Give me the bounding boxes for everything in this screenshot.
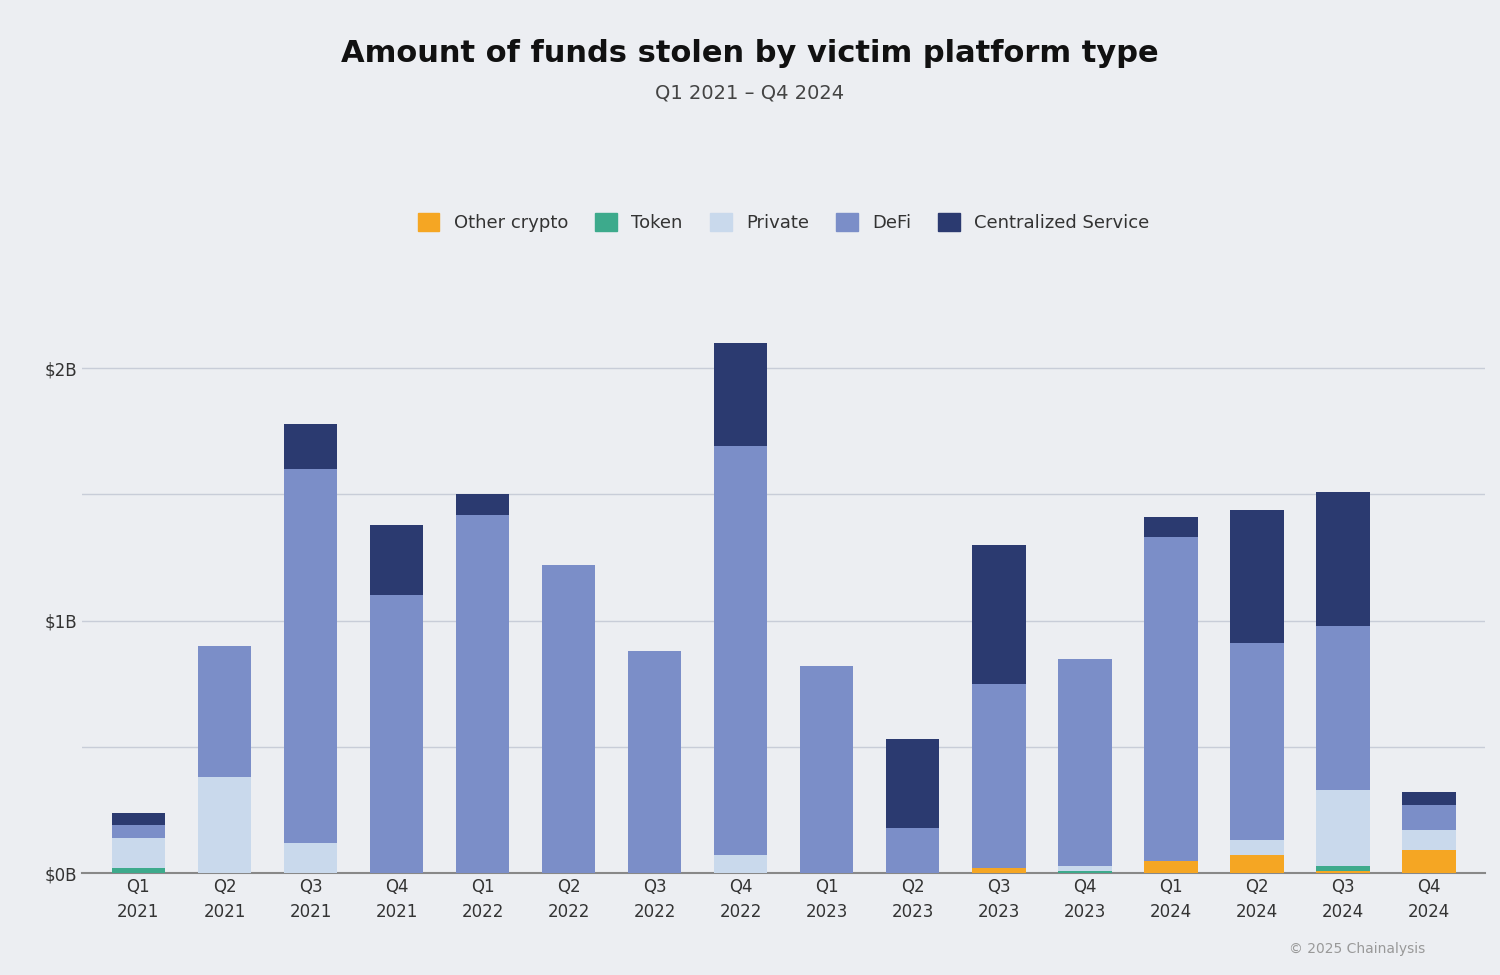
- Bar: [1144, 517, 1197, 537]
- Bar: [1402, 850, 1455, 874]
- Bar: [542, 566, 596, 874]
- Bar: [198, 777, 250, 874]
- Bar: [800, 666, 853, 874]
- Bar: [1317, 626, 1370, 790]
- Bar: [1230, 510, 1284, 644]
- Bar: [972, 545, 1026, 683]
- Bar: [198, 645, 250, 777]
- Bar: [714, 447, 768, 855]
- Bar: [1230, 855, 1284, 874]
- Bar: [111, 825, 165, 838]
- Bar: [370, 525, 423, 596]
- Text: Q1 2021 – Q4 2024: Q1 2021 – Q4 2024: [656, 83, 844, 102]
- Bar: [1402, 805, 1455, 831]
- Bar: [1317, 871, 1370, 874]
- Bar: [1230, 644, 1284, 840]
- Bar: [111, 812, 165, 825]
- Bar: [1058, 871, 1112, 874]
- Bar: [370, 596, 423, 874]
- Bar: [1317, 866, 1370, 871]
- Bar: [284, 842, 338, 874]
- Bar: [1144, 537, 1197, 861]
- Bar: [1230, 840, 1284, 855]
- Bar: [111, 838, 165, 868]
- Bar: [284, 469, 338, 842]
- Bar: [714, 214, 768, 447]
- Bar: [456, 515, 510, 874]
- Bar: [1402, 831, 1455, 850]
- Bar: [714, 855, 768, 874]
- Bar: [284, 424, 338, 469]
- Bar: [886, 828, 939, 874]
- Bar: [1144, 861, 1197, 874]
- Bar: [972, 868, 1026, 874]
- Legend: Other crypto, Token, Private, DeFi, Centralized Service: Other crypto, Token, Private, DeFi, Cent…: [408, 204, 1160, 241]
- Bar: [1402, 793, 1455, 805]
- Bar: [972, 683, 1026, 868]
- Bar: [886, 739, 939, 828]
- Text: © 2025 Chainalysis: © 2025 Chainalysis: [1288, 942, 1425, 956]
- Bar: [111, 868, 165, 874]
- Bar: [456, 494, 510, 515]
- Bar: [628, 651, 681, 874]
- Bar: [1317, 790, 1370, 866]
- Bar: [1317, 492, 1370, 626]
- Bar: [1058, 866, 1112, 871]
- Text: Amount of funds stolen by victim platform type: Amount of funds stolen by victim platfor…: [340, 39, 1160, 68]
- Bar: [1058, 658, 1112, 866]
